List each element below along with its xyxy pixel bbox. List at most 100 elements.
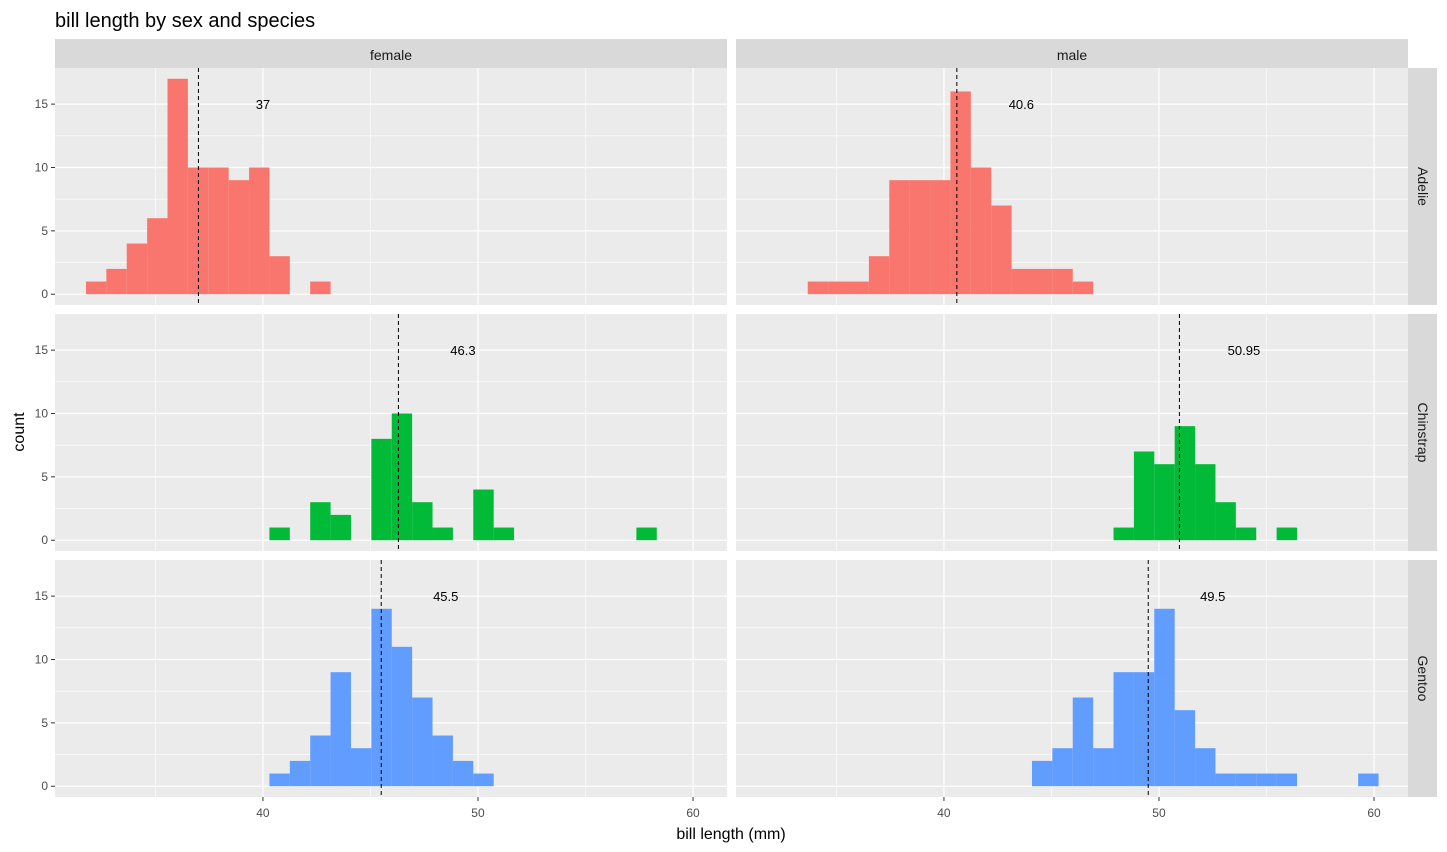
strip-label-chinstrap: Chinstrap	[1415, 403, 1431, 463]
panel-male-gentoo: 49.5	[736, 560, 1408, 797]
histogram-bar	[371, 438, 392, 541]
mean-label: 40.6	[1009, 97, 1034, 112]
histogram-bar	[889, 180, 910, 295]
y-tick-label: 15	[35, 97, 49, 111]
x-tick-label: 40	[937, 806, 951, 820]
y-tick-label: 15	[35, 343, 49, 357]
histogram-bar	[1276, 527, 1297, 541]
mean-label: 37	[256, 97, 270, 112]
y-axis-title: count	[11, 412, 28, 452]
y-tick-label: 0	[41, 533, 48, 547]
mean-label: 45.5	[433, 589, 458, 604]
histogram-bar	[126, 243, 148, 295]
strip-male	[736, 39, 1408, 68]
mean-label: 50.95	[1228, 343, 1261, 358]
panel-male-chinstrap: 50.95	[736, 314, 1408, 551]
strip-chinstrap	[1408, 314, 1437, 551]
chart-title: bill length by sex and species	[55, 10, 315, 32]
histogram-bar	[1215, 773, 1236, 787]
histogram-bar	[1174, 710, 1196, 787]
histogram-bar	[1011, 268, 1032, 295]
histogram-bar	[1031, 760, 1053, 787]
y-tick-label: 5	[41, 470, 48, 484]
histogram-bar	[1052, 748, 1073, 787]
strip-female	[55, 39, 727, 68]
histogram-bar	[249, 167, 270, 295]
strip-adelie	[1408, 68, 1437, 305]
histogram-bar	[848, 281, 869, 295]
histogram-bar	[1072, 281, 1094, 295]
panel-background	[736, 68, 1408, 305]
strip-label-gentoo: Gentoo	[1415, 656, 1431, 702]
histogram-bar	[269, 527, 290, 541]
mean-label: 46.3	[450, 343, 475, 358]
histogram-bar	[391, 646, 413, 787]
histogram-bar	[330, 672, 351, 787]
histogram-bar	[1174, 426, 1196, 541]
histogram-bar	[106, 268, 127, 295]
histogram-bar	[950, 91, 971, 295]
histogram-bar	[1154, 464, 1175, 541]
histogram-bar	[1113, 527, 1134, 541]
histogram-bar	[432, 527, 453, 541]
strip-label-male: male	[1057, 47, 1088, 63]
x-tick-label: 60	[686, 806, 700, 820]
y-tick-label: 5	[41, 716, 48, 730]
histogram-bar	[412, 502, 433, 541]
histogram-bar	[1276, 773, 1297, 787]
histogram-bar	[412, 697, 433, 787]
histogram-bar	[208, 167, 229, 295]
histogram-bar	[1235, 527, 1257, 541]
x-axis-title: bill length (mm)	[676, 826, 785, 843]
histogram-bar	[1195, 464, 1216, 541]
histogram-bar	[330, 514, 351, 541]
histogram-bar	[991, 205, 1012, 295]
histogram-bar	[1215, 502, 1236, 541]
y-tick-label: 15	[35, 589, 49, 603]
x-tick-label: 50	[471, 806, 485, 820]
histogram-bar	[289, 760, 311, 787]
x-tick-label: 60	[1367, 806, 1381, 820]
histogram-bar	[310, 281, 331, 295]
y-tick-label: 10	[35, 406, 49, 420]
mean-label: 49.5	[1200, 589, 1225, 604]
panel-female-chinstrap: 46.3	[55, 314, 727, 551]
y-tick-label: 5	[41, 224, 48, 238]
histogram-bar	[1235, 773, 1257, 787]
histogram-bar	[269, 773, 290, 787]
histogram-bar	[1133, 672, 1155, 787]
x-tick-label: 40	[256, 806, 270, 820]
histogram-bar	[1256, 773, 1277, 787]
histogram-bar	[1093, 748, 1114, 787]
histogram-bar	[167, 78, 188, 295]
histogram-bar	[868, 256, 890, 295]
histogram-bar	[350, 748, 372, 787]
histogram-bar	[1154, 608, 1175, 787]
histogram-bar	[1195, 748, 1216, 787]
histogram-bar	[310, 502, 331, 541]
histogram-bar	[1072, 697, 1094, 787]
strip-gentoo	[1408, 560, 1437, 797]
strip-label-adelie: Adelie	[1415, 167, 1431, 206]
histogram-bar	[473, 773, 494, 787]
histogram-bar	[1113, 672, 1134, 787]
panel-male-adelie: 40.6	[736, 68, 1408, 305]
histogram-bar	[636, 527, 657, 541]
histogram-bar	[432, 735, 453, 787]
histogram-bar	[473, 489, 494, 541]
histogram-bar	[970, 167, 992, 295]
histogram-bar	[828, 281, 849, 295]
histogram-bar	[1031, 268, 1053, 295]
panel-female-gentoo: 45.5	[55, 560, 727, 797]
histogram-bar	[1358, 773, 1379, 787]
y-tick-label: 10	[35, 652, 49, 666]
histogram-bar	[909, 180, 931, 295]
panel-female-adelie: 37	[55, 68, 727, 305]
x-tick-label: 50	[1152, 806, 1166, 820]
histogram-bar	[310, 735, 331, 787]
histogram-bar	[391, 413, 413, 541]
histogram-bar	[493, 527, 515, 541]
y-tick-label: 0	[41, 779, 48, 793]
histogram-bar	[269, 256, 290, 295]
